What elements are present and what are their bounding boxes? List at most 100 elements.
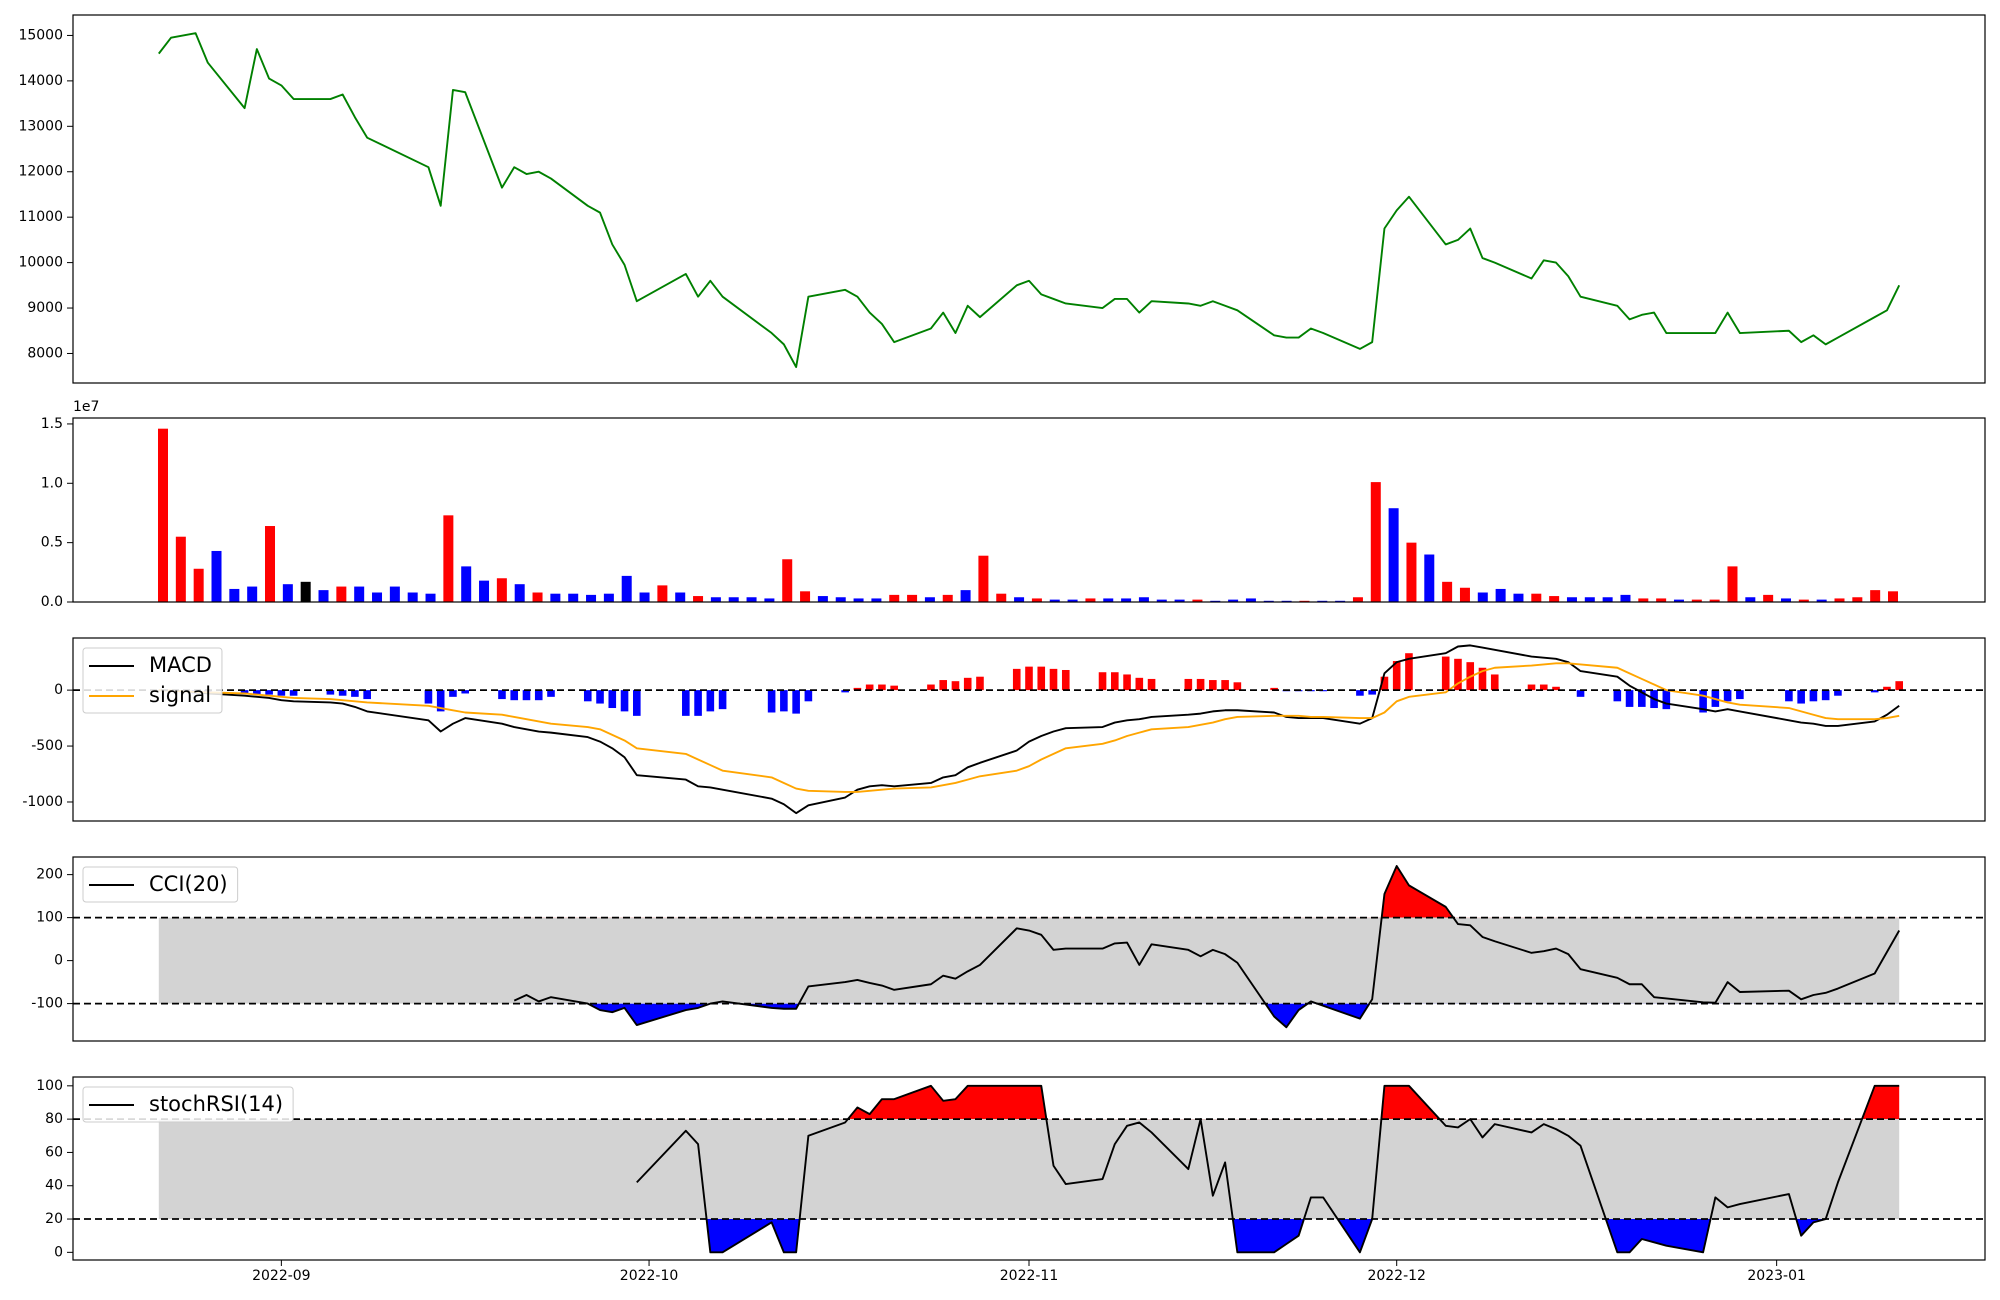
histogram-bar: [1233, 682, 1242, 691]
histogram-bar: [1883, 686, 1891, 691]
histogram-bar: [1638, 690, 1646, 707]
histogram-bar: [1441, 656, 1450, 691]
volume-bar: [871, 598, 882, 602]
histogram-bar: [1834, 690, 1842, 696]
panel: 1e7 0.0 0.5 1.0 1.5: [41, 399, 1986, 610]
histogram-bar: [804, 690, 813, 702]
volume-bar: [1067, 599, 1078, 602]
histogram-bar: [853, 687, 862, 691]
volume-bar: [1477, 592, 1488, 602]
histogram-bar: [522, 690, 531, 701]
histogram-bar: [253, 690, 261, 695]
volume-bar: [1638, 598, 1649, 602]
histogram-bar: [1895, 681, 1904, 691]
histogram-bar: [951, 681, 960, 691]
panel: 8000 9000 10000 11000 12000 13000 14000 15000: [18, 14, 1986, 384]
histogram-bar: [1012, 668, 1021, 691]
panel: MACD signal -1000 -500 0: [22, 637, 1986, 822]
volume-bar: [603, 593, 614, 602]
volume-bar: [318, 590, 329, 602]
histogram-bar: [1135, 677, 1144, 691]
volume-bar: [229, 588, 240, 602]
x-tick-label: 2022-11: [1000, 1268, 1059, 1284]
volume-bar: [710, 597, 721, 602]
volume-bar: [211, 550, 222, 602]
y-tick-label: 9000: [27, 300, 63, 316]
histogram-bar: [1209, 680, 1217, 691]
volume-bar: [372, 592, 383, 602]
histogram-bar: [583, 690, 592, 702]
histogram-bar: [706, 690, 715, 712]
y-tick-label: 80: [45, 1111, 63, 1127]
histogram-bar: [1870, 690, 1879, 693]
volume-bar: [1103, 598, 1114, 602]
series-line: [513, 865, 1901, 1029]
volume-bar: [1584, 597, 1595, 602]
y-tick-label: 0.5: [41, 535, 63, 551]
volume-bar: [461, 566, 472, 602]
histogram-bar: [841, 690, 849, 693]
histogram-bar: [632, 690, 641, 716]
histogram-bar: [1368, 690, 1376, 695]
volume-bar: [175, 536, 186, 602]
histogram-bar: [792, 690, 800, 714]
volume-bar: [960, 590, 971, 602]
legend-box: [82, 1086, 294, 1123]
volume-bar: [1352, 597, 1363, 602]
legend-label: MACD: [149, 653, 212, 677]
histogram-bar: [963, 677, 972, 691]
histogram-bar: [1184, 678, 1193, 691]
histogram-bar: [510, 690, 519, 701]
volume-bar: [354, 586, 365, 602]
x-tick-label: 2023-01: [1747, 1268, 1806, 1284]
series-line: [158, 662, 1900, 793]
y-tick-label: 14000: [18, 73, 63, 89]
volume-bar: [1049, 599, 1060, 602]
histogram-bar: [1490, 674, 1499, 691]
histogram-bar: [1270, 687, 1278, 691]
histogram-bar: [1785, 690, 1793, 702]
volume-bar: [1406, 542, 1417, 602]
y-tick-label: 10000: [18, 255, 63, 271]
volume-bar: [657, 585, 668, 602]
volume-bar: [1442, 581, 1453, 602]
volume-bar: [1691, 599, 1702, 602]
y-tick-label: 200: [36, 867, 63, 883]
histogram-bar: [1613, 690, 1622, 702]
histogram-bar: [449, 690, 457, 697]
volume-bar: [1870, 590, 1881, 602]
neutral-band: [158, 1119, 1900, 1220]
histogram-bar: [1699, 690, 1707, 713]
volume-bar: [1388, 508, 1399, 602]
histogram-bar: [976, 676, 984, 691]
histogram-bar: [767, 690, 776, 713]
histogram-bar: [534, 690, 543, 701]
volume-bar: [1228, 599, 1239, 602]
histogram-bar: [890, 685, 898, 691]
volume-bar: [282, 584, 293, 602]
price-line: [158, 32, 1901, 369]
y-tick-label: 11000: [18, 209, 63, 225]
histogram-bar: [1037, 666, 1046, 691]
volume-bar: [1085, 598, 1096, 602]
volume-bar: [247, 586, 258, 602]
histogram-bar: [1025, 666, 1033, 691]
axes-frame: [72, 417, 1986, 603]
volume-bar: [568, 593, 579, 602]
histogram-bar: [780, 690, 788, 712]
histogram-bar: [326, 690, 335, 695]
series-line: [636, 1084, 1900, 1254]
volume-bar: [1852, 597, 1863, 602]
volume-bar: [300, 581, 311, 602]
volume-bar: [817, 596, 828, 602]
axes-frame: [72, 14, 1986, 384]
y-tick-label: 0: [54, 953, 63, 969]
histogram-bar: [1392, 661, 1401, 691]
histogram-bar: [1147, 678, 1156, 691]
histogram-bar: [718, 690, 727, 710]
volume-bar: [764, 598, 775, 602]
histogram-bar: [878, 684, 886, 691]
volume-bar: [728, 597, 739, 602]
volume-bar: [1673, 599, 1684, 602]
